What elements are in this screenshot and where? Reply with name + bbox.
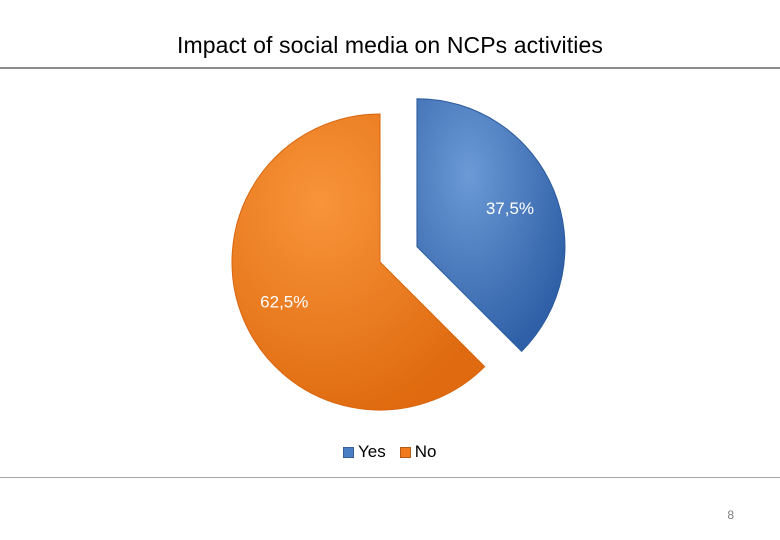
- chart-legend: Yes No: [343, 442, 450, 462]
- pie-slice-no: [231, 113, 486, 411]
- title-divider: [0, 67, 780, 69]
- legend-item-yes: Yes: [343, 442, 386, 462]
- legend-item-no: No: [399, 442, 437, 462]
- pie-slice-yes: [416, 98, 566, 353]
- legend-swatch-no: [399, 446, 411, 458]
- footer-divider: [0, 477, 780, 478]
- legend-swatch-yes: [343, 446, 354, 458]
- slide-title: Impact of social media on NCPs activitie…: [177, 32, 603, 58]
- legend-label-no: No: [414, 442, 437, 461]
- data-label-no: 62,5%: [260, 293, 308, 312]
- page-number: 8: [727, 508, 734, 522]
- legend-label-yes: Yes: [358, 442, 386, 461]
- data-label-yes: 37,5%: [486, 199, 534, 218]
